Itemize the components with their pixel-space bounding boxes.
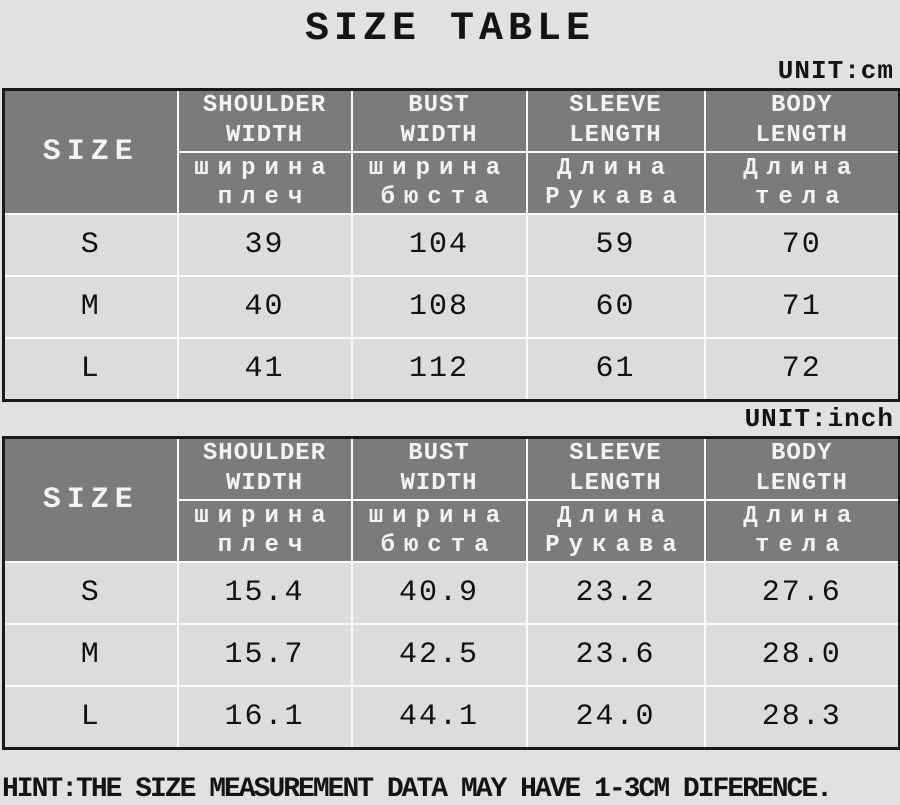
sleeve-cell: 61: [525, 337, 706, 402]
header-line: SLEEVE: [569, 92, 662, 119]
header-line: бюста: [380, 184, 498, 211]
header-line: LENGTH: [755, 122, 848, 149]
inch-shoulder-width-header-ru: ширина плеч: [176, 499, 353, 563]
header-line: BODY: [770, 92, 833, 119]
inch-sleeve-length-header-ru: Длина Рукава: [525, 499, 706, 563]
size-cell: S: [2, 561, 179, 625]
inch-size-table: SIZE SHOULDER WIDTH BUST WIDTH SLEEVE LE…: [2, 436, 900, 750]
header-line: BODY: [770, 440, 833, 467]
table-row-s: S 15.4 40.9 23.2 27.6: [2, 561, 900, 625]
inch-bust-width-header-ru: ширина бюста: [350, 499, 528, 563]
cm-body-length-header-ru: Длина тела: [703, 151, 900, 215]
body-cell: 28.0: [703, 623, 900, 687]
header-line: тела: [754, 532, 849, 559]
inch-bust-width-header: BUST WIDTH: [350, 436, 528, 501]
header-line: BUST: [408, 440, 470, 467]
table-row-s: S 39 104 59 70: [2, 213, 900, 277]
inch-sleeve-length-header: SLEEVE LENGTH: [525, 436, 706, 501]
cm-sleeve-length-header: SLEEVE LENGTH: [525, 88, 706, 153]
cm-shoulder-width-header: SHOULDER WIDTH: [176, 88, 353, 153]
header-line: плеч: [217, 532, 312, 559]
shoulder-cell: 41: [176, 337, 353, 402]
header-line: BUST: [408, 92, 470, 119]
header-line: тела: [754, 184, 849, 211]
body-cell: 28.3: [703, 685, 900, 750]
header-line: Длина: [743, 503, 861, 530]
inch-header-row-ru: ширина плеч ширина бюста Длина Рукава Дл…: [4, 499, 900, 563]
header-line: Длина: [556, 155, 674, 182]
shoulder-cell: 15.7: [176, 623, 353, 687]
header-line: WIDTH: [225, 122, 303, 149]
table-row-m: M 15.7 42.5 23.6 28.0: [2, 623, 900, 687]
header-line: Рукава: [545, 184, 686, 211]
body-cell: 71: [703, 275, 900, 339]
size-cell: L: [2, 337, 179, 402]
shoulder-cell: 39: [176, 213, 353, 277]
inch-body-length-header-ru: Длина тела: [703, 499, 900, 563]
cm-size-column-header: SIZE: [2, 88, 179, 215]
size-cell: S: [2, 213, 179, 277]
header-line: ширина: [368, 503, 510, 530]
cm-header-row-en: SIZE SHOULDER WIDTH BUST WIDTH SLEEVE LE…: [2, 88, 900, 215]
cm-bust-width-header: BUST WIDTH: [350, 88, 528, 153]
table-row-m: M 40 108 60 71: [2, 275, 900, 339]
header-line: Рукава: [545, 532, 686, 559]
shoulder-cell: 16.1: [176, 685, 353, 750]
table-row-l: L 41 112 61 72: [2, 337, 900, 402]
cm-bust-width-header-ru: ширина бюста: [350, 151, 528, 215]
unit-inch-label: UNIT:inch: [744, 404, 894, 434]
header-line: ширина: [368, 155, 510, 182]
header-line: ширина: [194, 503, 335, 530]
bust-cell: 44.1: [350, 685, 528, 750]
header-line: WIDTH: [225, 470, 303, 497]
cm-header-row-ru: ширина плеч ширина бюста Длина Рукава Дл…: [4, 151, 900, 215]
shoulder-cell: 40: [176, 275, 353, 339]
header-line: SHOULDER: [202, 440, 327, 467]
bust-cell: 40.9: [350, 561, 528, 625]
inch-header-row-en: SIZE SHOULDER WIDTH BUST WIDTH SLEEVE LE…: [2, 436, 900, 563]
body-cell: 72: [703, 337, 900, 402]
cm-body-length-header: BODY LENGTH: [703, 88, 900, 153]
header-line: WIDTH: [400, 122, 478, 149]
bust-cell: 112: [350, 337, 528, 402]
bust-cell: 104: [350, 213, 528, 277]
header-line: Длина: [743, 155, 861, 182]
sleeve-cell: 23.6: [525, 623, 706, 687]
body-cell: 70: [703, 213, 900, 277]
cm-size-table: SIZE SHOULDER WIDTH BUST WIDTH SLEEVE LE…: [2, 88, 900, 402]
sleeve-cell: 24.0: [525, 685, 706, 750]
cm-sleeve-length-header-ru: Длина Рукава: [525, 151, 706, 215]
header-line: SHOULDER: [202, 92, 327, 119]
header-line: Длина: [556, 503, 674, 530]
size-cell: L: [2, 685, 179, 750]
table-row-l: L 16.1 44.1 24.0 28.3: [2, 685, 900, 750]
bust-cell: 42.5: [350, 623, 528, 687]
sleeve-cell: 59: [525, 213, 706, 277]
size-cell: M: [2, 275, 179, 339]
unit-cm-label: UNIT:cm: [777, 56, 894, 86]
page-title: SIZE TABLE: [304, 7, 596, 52]
body-cell: 27.6: [703, 561, 900, 625]
header-line: плеч: [217, 184, 312, 211]
shoulder-cell: 15.4: [176, 561, 353, 625]
inch-body-length-header: BODY LENGTH: [703, 436, 900, 501]
inch-shoulder-width-header: SHOULDER WIDTH: [176, 436, 353, 501]
hint-text: HINT:THE SIZE MEASUREMENT DATA MAY HAVE …: [2, 774, 833, 805]
sleeve-cell: 60: [525, 275, 706, 339]
header-line: LENGTH: [569, 470, 662, 497]
size-cell: M: [2, 623, 179, 687]
header-line: LENGTH: [569, 122, 662, 149]
inch-size-column-header: SIZE: [2, 436, 179, 563]
header-line: WIDTH: [400, 470, 478, 497]
cm-shoulder-width-header-ru: ширина плеч: [176, 151, 353, 215]
bust-cell: 108: [350, 275, 528, 339]
header-line: LENGTH: [755, 470, 848, 497]
header-line: ширина: [194, 155, 335, 182]
header-line: бюста: [380, 532, 498, 559]
sleeve-cell: 23.2: [525, 561, 706, 625]
header-line: SLEEVE: [569, 440, 662, 467]
